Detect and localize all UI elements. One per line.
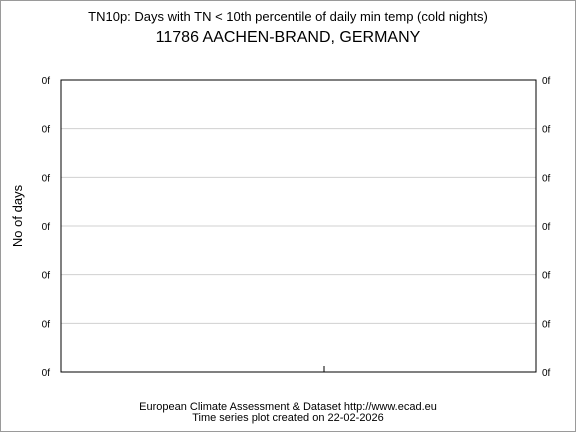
y-axis-right-ticks: 0f 0f 0f 0f 0f 0f 0f — [542, 76, 551, 379]
y-axis-label: No of days — [10, 184, 25, 247]
y-tick-label-right: 0f — [542, 173, 551, 184]
y-tick-label-left: 0f — [42, 173, 51, 184]
plot-frame — [60, 79, 537, 373]
y-axis-left-ticks: 0f 0f 0f 0f 0f 0f 0f — [42, 76, 51, 379]
y-tick-label-right: 0f — [542, 222, 551, 233]
y-tick-label-right: 0f — [542, 368, 551, 379]
y-tick-label-left: 0f — [42, 368, 51, 379]
footer-created: Time series plot created on 22-02-2026 — [192, 412, 384, 424]
y-tick-label-right: 0f — [542, 271, 551, 282]
grid-lines — [61, 128, 536, 324]
footer-source: European Climate Assessment & Dataset ht… — [139, 401, 437, 413]
chart-subtitle: 11786 AACHEN-BRAND, GERMANY — [156, 29, 421, 46]
y-tick-label-left: 0f — [42, 76, 51, 87]
y-tick-label-left: 0f — [42, 125, 51, 136]
y-tick-label-left: 0f — [42, 319, 51, 330]
y-tick-label-right: 0f — [542, 76, 551, 87]
y-tick-label-right: 0f — [542, 319, 551, 330]
y-tick-label-right: 0f — [542, 125, 551, 136]
chart-title: TN10p: Days with TN < 10th percentile of… — [88, 9, 488, 24]
y-tick-label-left: 0f — [42, 271, 51, 282]
y-tick-label-left: 0f — [42, 222, 51, 233]
